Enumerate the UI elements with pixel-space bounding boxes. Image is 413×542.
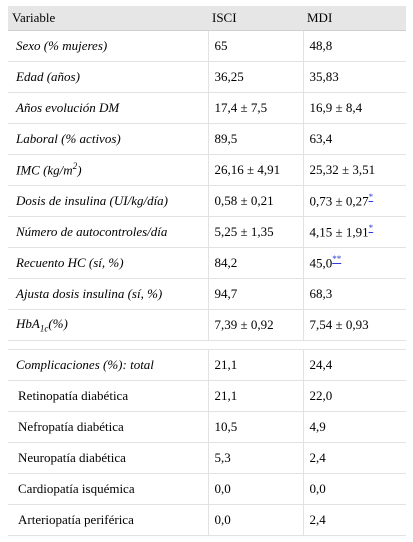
mdi-value: 48,8 — [303, 30, 406, 62]
isci-value: 5,25 ± 1,35 — [208, 216, 304, 248]
mdi-value: 2,4 — [303, 442, 406, 474]
table-row: Cardiopatía isquémica 0,0 0,0 — [8, 473, 406, 505]
table-row: Nefropatía diabética 10,5 4,9 — [8, 411, 406, 443]
footnote-link[interactable]: * — [368, 192, 374, 203]
isci-value: 89,5 — [208, 123, 304, 155]
table-row: Neuropatía diabética 5,3 2,4 — [8, 442, 406, 474]
isci-value: 26,16 ± 4,91 — [208, 154, 304, 186]
row-label: Edad (años) — [8, 61, 209, 93]
mdi-value: 0,0 — [303, 473, 406, 505]
mdi-value: 24,4 — [303, 349, 406, 381]
table-row: Edad (años) 36,25 35,83 — [8, 61, 406, 93]
isci-value: 7,39 ± 0,92 — [208, 309, 304, 341]
table-row: Laboral (% activos) 89,5 63,4 — [8, 123, 406, 155]
row-label: Complicaciones (%): total — [8, 349, 209, 381]
footnote-link[interactable]: ** — [332, 254, 342, 265]
row-label: Neuropatía diabética — [8, 442, 209, 474]
isci-value: 94,7 — [208, 278, 304, 310]
mdi-value-text: 4,15 ± 1,91 — [309, 224, 369, 240]
footnote-link[interactable]: * — [368, 223, 374, 234]
isci-value: 36,25 — [208, 61, 304, 93]
row-label: Cardiopatía isquémica — [8, 473, 209, 505]
mdi-value: 22,0 — [303, 380, 406, 412]
row-label: Retinopatía diabética — [8, 380, 209, 412]
mdi-value: 4,15 ± 1,91* — [303, 216, 406, 248]
header-mdi: MDI — [303, 6, 406, 31]
row-label: Laboral (% activos) — [8, 123, 209, 155]
header-variable: Variable — [8, 6, 208, 31]
table-row: IMC (kg/m2) 26,16 ± 4,91 25,32 ± 3,51 — [8, 154, 406, 186]
label-subscript: 1c — [39, 323, 49, 334]
mdi-value: 63,4 — [303, 123, 406, 155]
label-text: IMC (kg/m — [16, 162, 73, 178]
label-text: HbA — [16, 316, 40, 332]
row-label: Años evolución DM — [8, 92, 209, 124]
isci-value: 21,1 — [208, 380, 304, 412]
table-row: Número de autocontroles/día 5,25 ± 1,35 … — [8, 216, 406, 248]
data-table: Variable ISCI MDI Sexo (% mujeres) 65 48… — [8, 6, 406, 536]
table-row: Años evolución DM 17,4 ± 7,5 16,9 ± 8,4 — [8, 92, 406, 124]
isci-value: 0,58 ± 0,21 — [208, 185, 304, 217]
isci-value: 84,2 — [208, 247, 304, 279]
mdi-value: 68,3 — [303, 278, 406, 310]
table-row: Sexo (% mujeres) 65 48,8 — [8, 30, 406, 62]
mdi-value: 0,73 ± 0,27* — [303, 185, 406, 217]
mdi-value: 4,9 — [303, 411, 406, 443]
mdi-value: 16,9 ± 8,4 — [303, 92, 406, 124]
header-row: Variable ISCI MDI — [8, 6, 406, 31]
table-row: Dosis de insulina (UI/kg/día) 0,58 ± 0,2… — [8, 185, 406, 217]
mdi-value: 2,4 — [303, 504, 406, 536]
row-label: Sexo (% mujeres) — [8, 30, 209, 62]
isci-value: 10,5 — [208, 411, 304, 443]
mdi-value: 35,83 — [303, 61, 406, 93]
mdi-value-text: 0,73 ± 0,27 — [309, 193, 369, 209]
row-label: Número de autocontroles/día — [8, 216, 209, 248]
isci-value: 17,4 ± 7,5 — [208, 92, 304, 124]
table-row: Retinopatía diabética 21,1 22,0 — [8, 380, 406, 412]
isci-value: 5,3 — [208, 442, 304, 474]
table-row: Ajusta dosis insulina (sí, %) 94,7 68,3 — [8, 278, 406, 310]
table-row: Recuento HC (sí, %) 84,2 45,0** — [8, 247, 406, 279]
header-isci: ISCI — [208, 6, 303, 31]
label-suffix: ) — [77, 162, 82, 178]
isci-value: 65 — [208, 30, 304, 62]
row-label: IMC (kg/m2) — [8, 154, 209, 186]
isci-value: 21,1 — [208, 349, 304, 381]
row-label: Recuento HC (sí, %) — [8, 247, 209, 279]
mdi-value: 25,32 ± 3,51 — [303, 154, 406, 186]
mdi-value: 45,0** — [303, 247, 406, 279]
row-label: HbA1c(%) — [8, 309, 209, 341]
row-label: Nefropatía diabética — [8, 411, 209, 443]
table-row: HbA1c(%) 7,39 ± 0,92 7,54 ± 0,93 — [8, 309, 406, 341]
isci-value: 0,0 — [208, 504, 304, 536]
row-label: Dosis de insulina (UI/kg/día) — [8, 185, 209, 217]
mdi-value: 7,54 ± 0,93 — [303, 309, 406, 341]
mdi-value-text: 45,0 — [309, 255, 333, 271]
table-row: Complicaciones (%): total 21,1 24,4 — [8, 349, 406, 381]
section-spacer — [8, 340, 406, 350]
row-label: Arteriopatía periférica — [8, 504, 209, 536]
table-row: Arteriopatía periférica 0,0 2,4 — [8, 504, 406, 536]
label-suffix: (%) — [48, 316, 68, 332]
row-label: Ajusta dosis insulina (sí, %) — [8, 278, 209, 310]
label-superscript: 2 — [72, 161, 78, 172]
isci-value: 0,0 — [208, 473, 304, 505]
